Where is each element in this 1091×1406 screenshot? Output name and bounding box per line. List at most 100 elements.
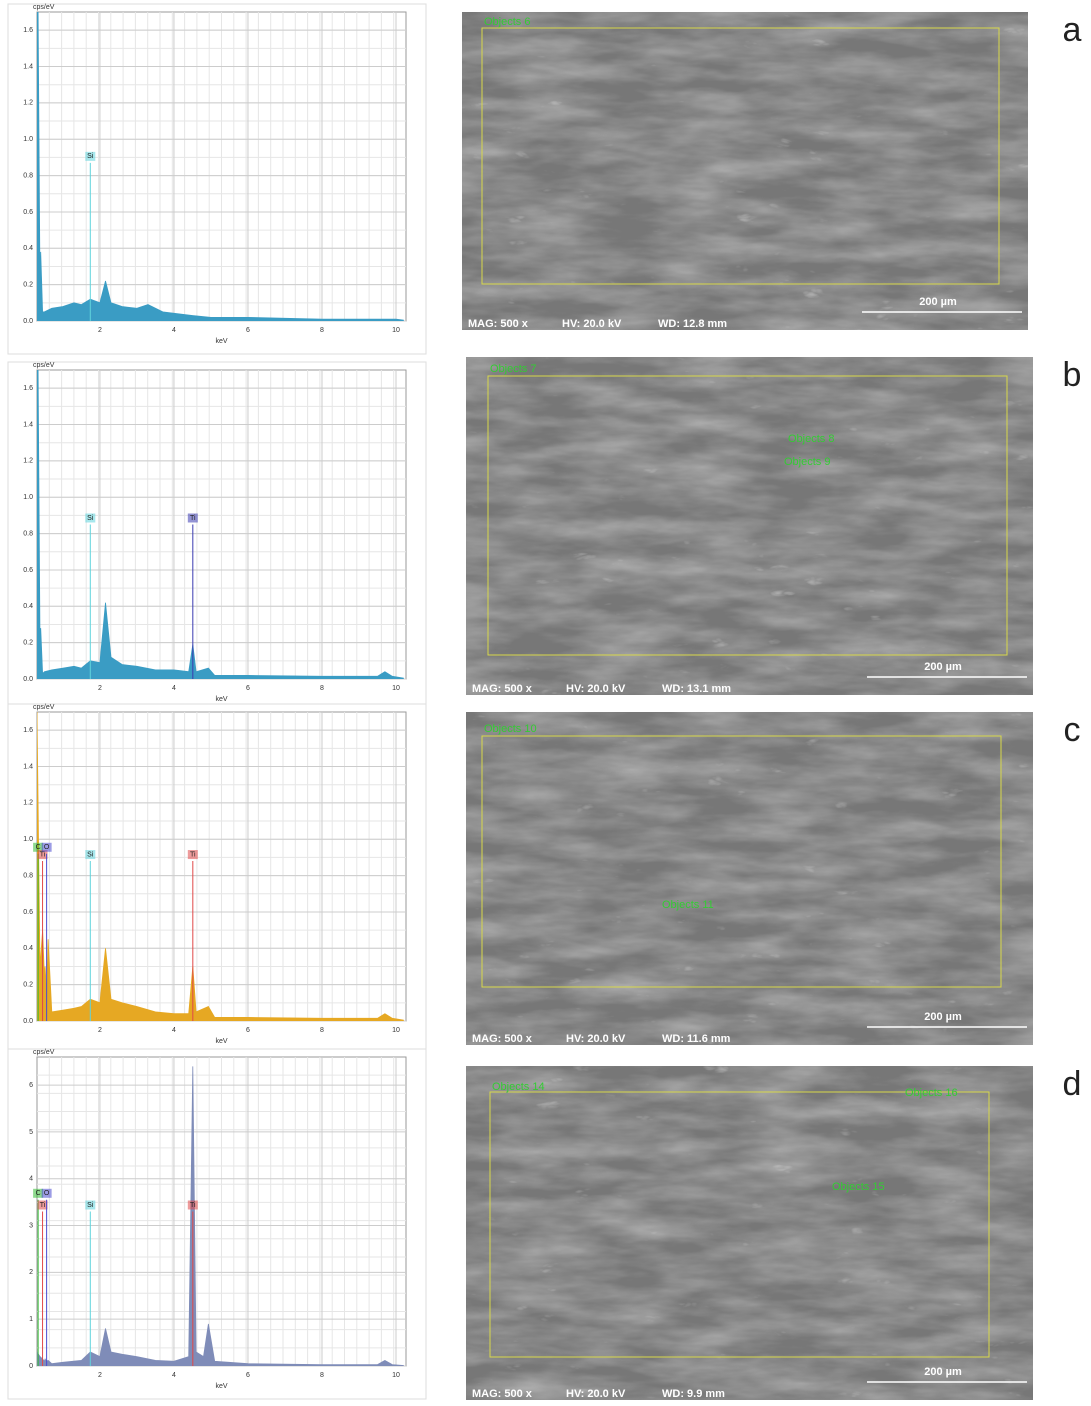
y-tick-label: 6	[29, 1082, 33, 1089]
sem-wd: WD: 9.9 mm	[662, 1388, 725, 1400]
peak-label: Si	[87, 153, 94, 160]
y-tick-label: 1.6	[23, 727, 33, 734]
y-tick-label: 1.0	[23, 836, 33, 843]
y-tick-label: 0.2	[23, 281, 33, 288]
peak-label-box	[187, 513, 198, 523]
x-tick-label: 8	[320, 327, 324, 334]
peak-label-box	[33, 842, 44, 852]
spectrum-panel: 0.0 0.2 0.4 0.6 0.8 1.0 1.2 1.4 1.6 2 4 6 8 10 keV cps/…	[7, 703, 427, 1055]
y-tick-label: 1.4	[23, 63, 33, 70]
y-tick-label: 0.4	[23, 603, 33, 610]
peak-label: C	[36, 1190, 41, 1197]
sem-ridges	[462, 12, 1028, 330]
panel-letter: a	[1063, 11, 1082, 49]
micrograph: Objects 10 Objects 11 MAG: 500 x HV: 20.0 k…	[466, 711, 1081, 1045]
panel-letter: b	[1063, 356, 1082, 394]
roi-box	[489, 1091, 990, 1358]
y-tick-label: 0.0	[23, 318, 33, 325]
x-tick-label: 10	[392, 1372, 400, 1379]
x-axis-label: keV	[215, 1383, 227, 1390]
roi-box	[481, 27, 1000, 285]
x-tick-label: 6	[246, 1027, 250, 1034]
object-label: Objects 6	[484, 16, 530, 28]
peak-label-box	[85, 513, 96, 523]
sem-wd: WD: 12.8 mm	[658, 318, 727, 330]
object-label: Objects 11	[662, 899, 714, 911]
spectrum-panel: 0.0 0.2 0.4 0.6 0.8 1.0 1.2 1.4 1.6 2 4 6 8 10 keV cps/…	[7, 361, 427, 713]
object-label: Objects 9	[784, 456, 830, 468]
y-tick-label: 0.0	[23, 676, 33, 683]
x-tick-label: 2	[98, 1372, 102, 1379]
spectrum-panel: 0 1 2 3 4 5 6 2 4 6 8 10 keV cps/eV C Ti O Si Ti	[7, 1048, 427, 1400]
x-tick-label: 4	[172, 685, 176, 692]
y-tick-label: 1.2	[23, 100, 33, 107]
spectrum-area	[37, 12, 404, 321]
peak-label-box	[187, 1200, 198, 1210]
sem-ridges	[466, 357, 1033, 695]
y-tick-label: 1.4	[23, 763, 33, 770]
sem-hv: HV: 20.0 kV	[566, 1388, 626, 1400]
peak-label-box	[41, 1188, 52, 1198]
scale-label: 200 µm	[924, 661, 962, 673]
sem-mag: MAG: 500 x	[472, 1033, 533, 1045]
roi-box	[487, 375, 1008, 656]
micrograph: Objects 6 MAG: 500 x HV: 20.0 kV WD: 12.8 m…	[462, 11, 1082, 330]
peak-label: Ti	[190, 1202, 196, 1209]
peak-label-box	[85, 151, 96, 161]
x-tick-label: 8	[320, 1027, 324, 1034]
sem-mag: MAG: 500 x	[472, 683, 533, 695]
sem-ridges	[466, 1066, 1033, 1400]
spectrum-panel: 0.0 0.2 0.4 0.6 0.8 1.0 1.2 1.4 1.6 2 4 6 8 10 keV cps/…	[7, 3, 427, 355]
sem-mag: MAG: 500 x	[468, 318, 529, 330]
y-tick-label: 0.2	[23, 639, 33, 646]
object-label: Objects 16	[905, 1087, 958, 1099]
peak-label-box	[37, 1200, 48, 1210]
spectrum-area	[37, 370, 404, 679]
scale-label: 200 µm	[924, 1011, 962, 1023]
y-axis-label: cps/eV	[33, 362, 55, 369]
sem-hv: HV: 20.0 kV	[566, 1033, 626, 1045]
object-label: Objects 14	[492, 1081, 545, 1093]
x-axis-label: keV	[215, 696, 227, 703]
x-tick-label: 2	[98, 327, 102, 334]
scale-label: 200 µm	[924, 1366, 962, 1378]
x-axis-label: keV	[215, 1038, 227, 1045]
x-tick-label: 2	[98, 685, 102, 692]
y-tick-label: 1.2	[23, 458, 33, 465]
x-tick-label: 6	[246, 327, 250, 334]
y-tick-label: 1.0	[23, 136, 33, 143]
micrograph: Objects 7 Objects 8 Objects 9 MAG: 500 x HV:…	[466, 356, 1081, 695]
sem-wd: WD: 13.1 mm	[662, 683, 731, 695]
object-label: Objects 15	[832, 1181, 885, 1193]
object-label: Objects 8	[788, 433, 834, 445]
scale-label: 200 µm	[919, 296, 957, 308]
peak-label: Ti	[40, 851, 46, 858]
y-axis-label: cps/eV	[33, 4, 55, 11]
x-tick-label: 10	[392, 1027, 400, 1034]
x-tick-label: 4	[172, 327, 176, 334]
object-label: Objects 7	[490, 363, 536, 375]
y-tick-label: 0.4	[23, 945, 33, 952]
y-axis-label: cps/eV	[33, 1049, 55, 1056]
peak-label: Ti	[40, 1202, 46, 1209]
y-tick-label: 1.6	[23, 385, 33, 392]
peak-label: C	[36, 844, 41, 851]
y-tick-label: 0.6	[23, 209, 33, 216]
y-tick-label: 0.8	[23, 530, 33, 537]
peak-label: Si	[87, 851, 94, 858]
y-tick-label: 0.8	[23, 172, 33, 179]
peak-label-box	[187, 850, 198, 860]
y-tick-label: 0.0	[23, 1018, 33, 1025]
y-tick-label: 0.2	[23, 981, 33, 988]
x-tick-label: 4	[172, 1372, 176, 1379]
y-axis-label: cps/eV	[33, 704, 55, 711]
x-tick-label: 4	[172, 1027, 176, 1034]
peak-label: O	[44, 1190, 50, 1197]
y-tick-label: 1	[29, 1316, 33, 1323]
y-tick-label: 0.4	[23, 245, 33, 252]
x-tick-label: 2	[98, 1027, 102, 1034]
x-tick-label: 6	[246, 685, 250, 692]
sem-hv: HV: 20.0 kV	[562, 318, 622, 330]
sem-mag: MAG: 500 x	[472, 1388, 533, 1400]
